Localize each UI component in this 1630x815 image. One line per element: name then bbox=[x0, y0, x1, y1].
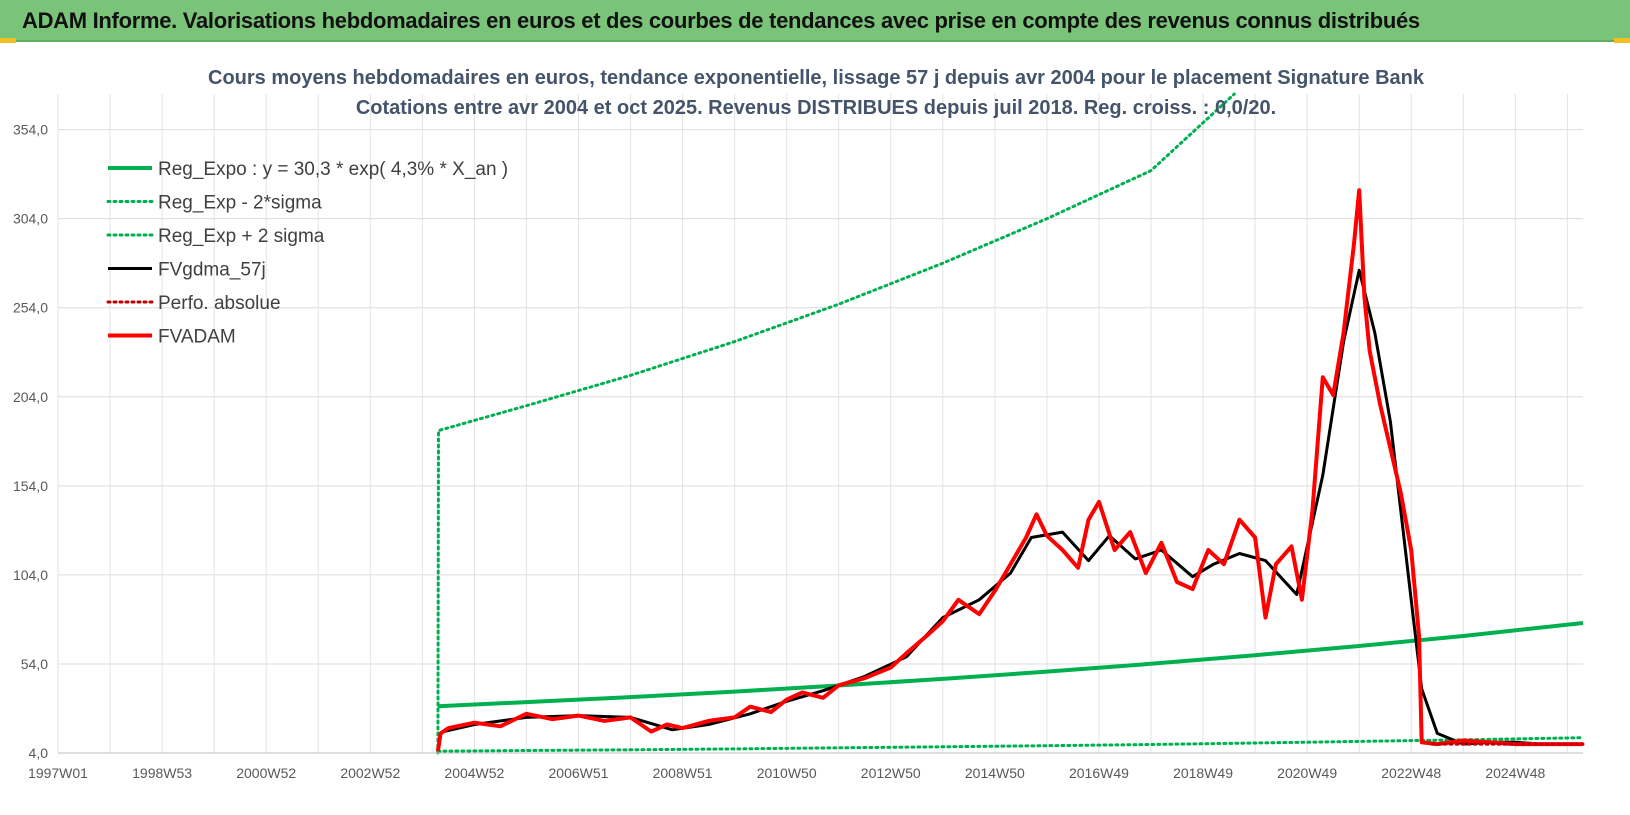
legend-label: Reg_Expo : y = 30,3 * exp( 4,3% * X_an ) bbox=[158, 159, 508, 180]
legend: Reg_Expo : y = 30,3 * exp( 4,3% * X_an )… bbox=[106, 159, 508, 348]
y-tick-label: 54,0 bbox=[21, 656, 48, 672]
x-tick-label: 2020W49 bbox=[1277, 765, 1337, 781]
x-tick-label: 2006W51 bbox=[549, 765, 609, 781]
chart-title-line2: Cotations entre avr 2004 et oct 2025. Re… bbox=[356, 97, 1276, 119]
x-tick-label: 2012W50 bbox=[861, 765, 921, 781]
y-tick-label: 4,0 bbox=[29, 745, 49, 761]
report-banner: ADAM Informe. Valorisations hebdomadaire… bbox=[0, 0, 1630, 42]
y-tick-label: 104,0 bbox=[13, 567, 48, 583]
x-tick-label: 2008W51 bbox=[653, 765, 713, 781]
x-tick-label: 2000W52 bbox=[236, 765, 296, 781]
x-tick-label: 2002W52 bbox=[340, 765, 400, 781]
legend-label: Reg_Exp - 2*sigma bbox=[158, 193, 322, 214]
y-tick-labels: 4,0 54,0 104,0 154,0 204,0 254,0 304,0 354,0 bbox=[13, 122, 48, 761]
x-tick-label: 2024W48 bbox=[1485, 765, 1545, 781]
x-tick-label: 1997W01 bbox=[28, 765, 88, 781]
x-tick-label: 2022W48 bbox=[1381, 765, 1441, 781]
x-tick-labels: 1997W01 1998W53 2000W52 2002W52 2004W52 2006W… bbox=[28, 765, 1545, 781]
x-tick-label: 2018W49 bbox=[1173, 765, 1233, 781]
series-line bbox=[437, 621, 1584, 709]
legend-label: Perfo. absolue bbox=[158, 293, 281, 314]
chart-area: 1997W01 1998W53 2000W52 2002W52 2004W52 2006W… bbox=[0, 44, 1630, 815]
x-tick-label: 2004W52 bbox=[444, 765, 504, 781]
y-tick-label: 304,0 bbox=[13, 211, 48, 227]
chart-title-line1: Cours moyens hebdomadaires en euros, ten… bbox=[208, 67, 1425, 89]
series-line bbox=[436, 92, 1236, 755]
series-line bbox=[436, 736, 1585, 753]
line-chart: 1997W01 1998W53 2000W52 2002W52 2004W52 2006W… bbox=[13, 67, 1585, 781]
series-lines bbox=[435, 92, 1585, 755]
legend-label: FVgdma_57j bbox=[158, 260, 266, 281]
y-tick-label: 354,0 bbox=[13, 122, 48, 138]
report-title: ADAM Informe. Valorisations hebdomadaire… bbox=[22, 8, 1420, 33]
y-tick-label: 254,0 bbox=[13, 300, 48, 316]
y-tick-label: 204,0 bbox=[13, 389, 48, 405]
banner-corner-right bbox=[1614, 38, 1630, 43]
legend-label: Reg_Exp + 2 sigma bbox=[158, 226, 325, 247]
series-line bbox=[435, 188, 1583, 752]
banner-corner-left bbox=[0, 38, 16, 43]
x-tick-label: 2016W49 bbox=[1069, 765, 1129, 781]
legend-label: FVADAM bbox=[158, 327, 236, 348]
x-tick-label: 2010W50 bbox=[757, 765, 817, 781]
y-tick-label: 154,0 bbox=[13, 478, 48, 494]
x-tick-label: 1998W53 bbox=[132, 765, 192, 781]
x-tick-label: 2014W50 bbox=[965, 765, 1025, 781]
